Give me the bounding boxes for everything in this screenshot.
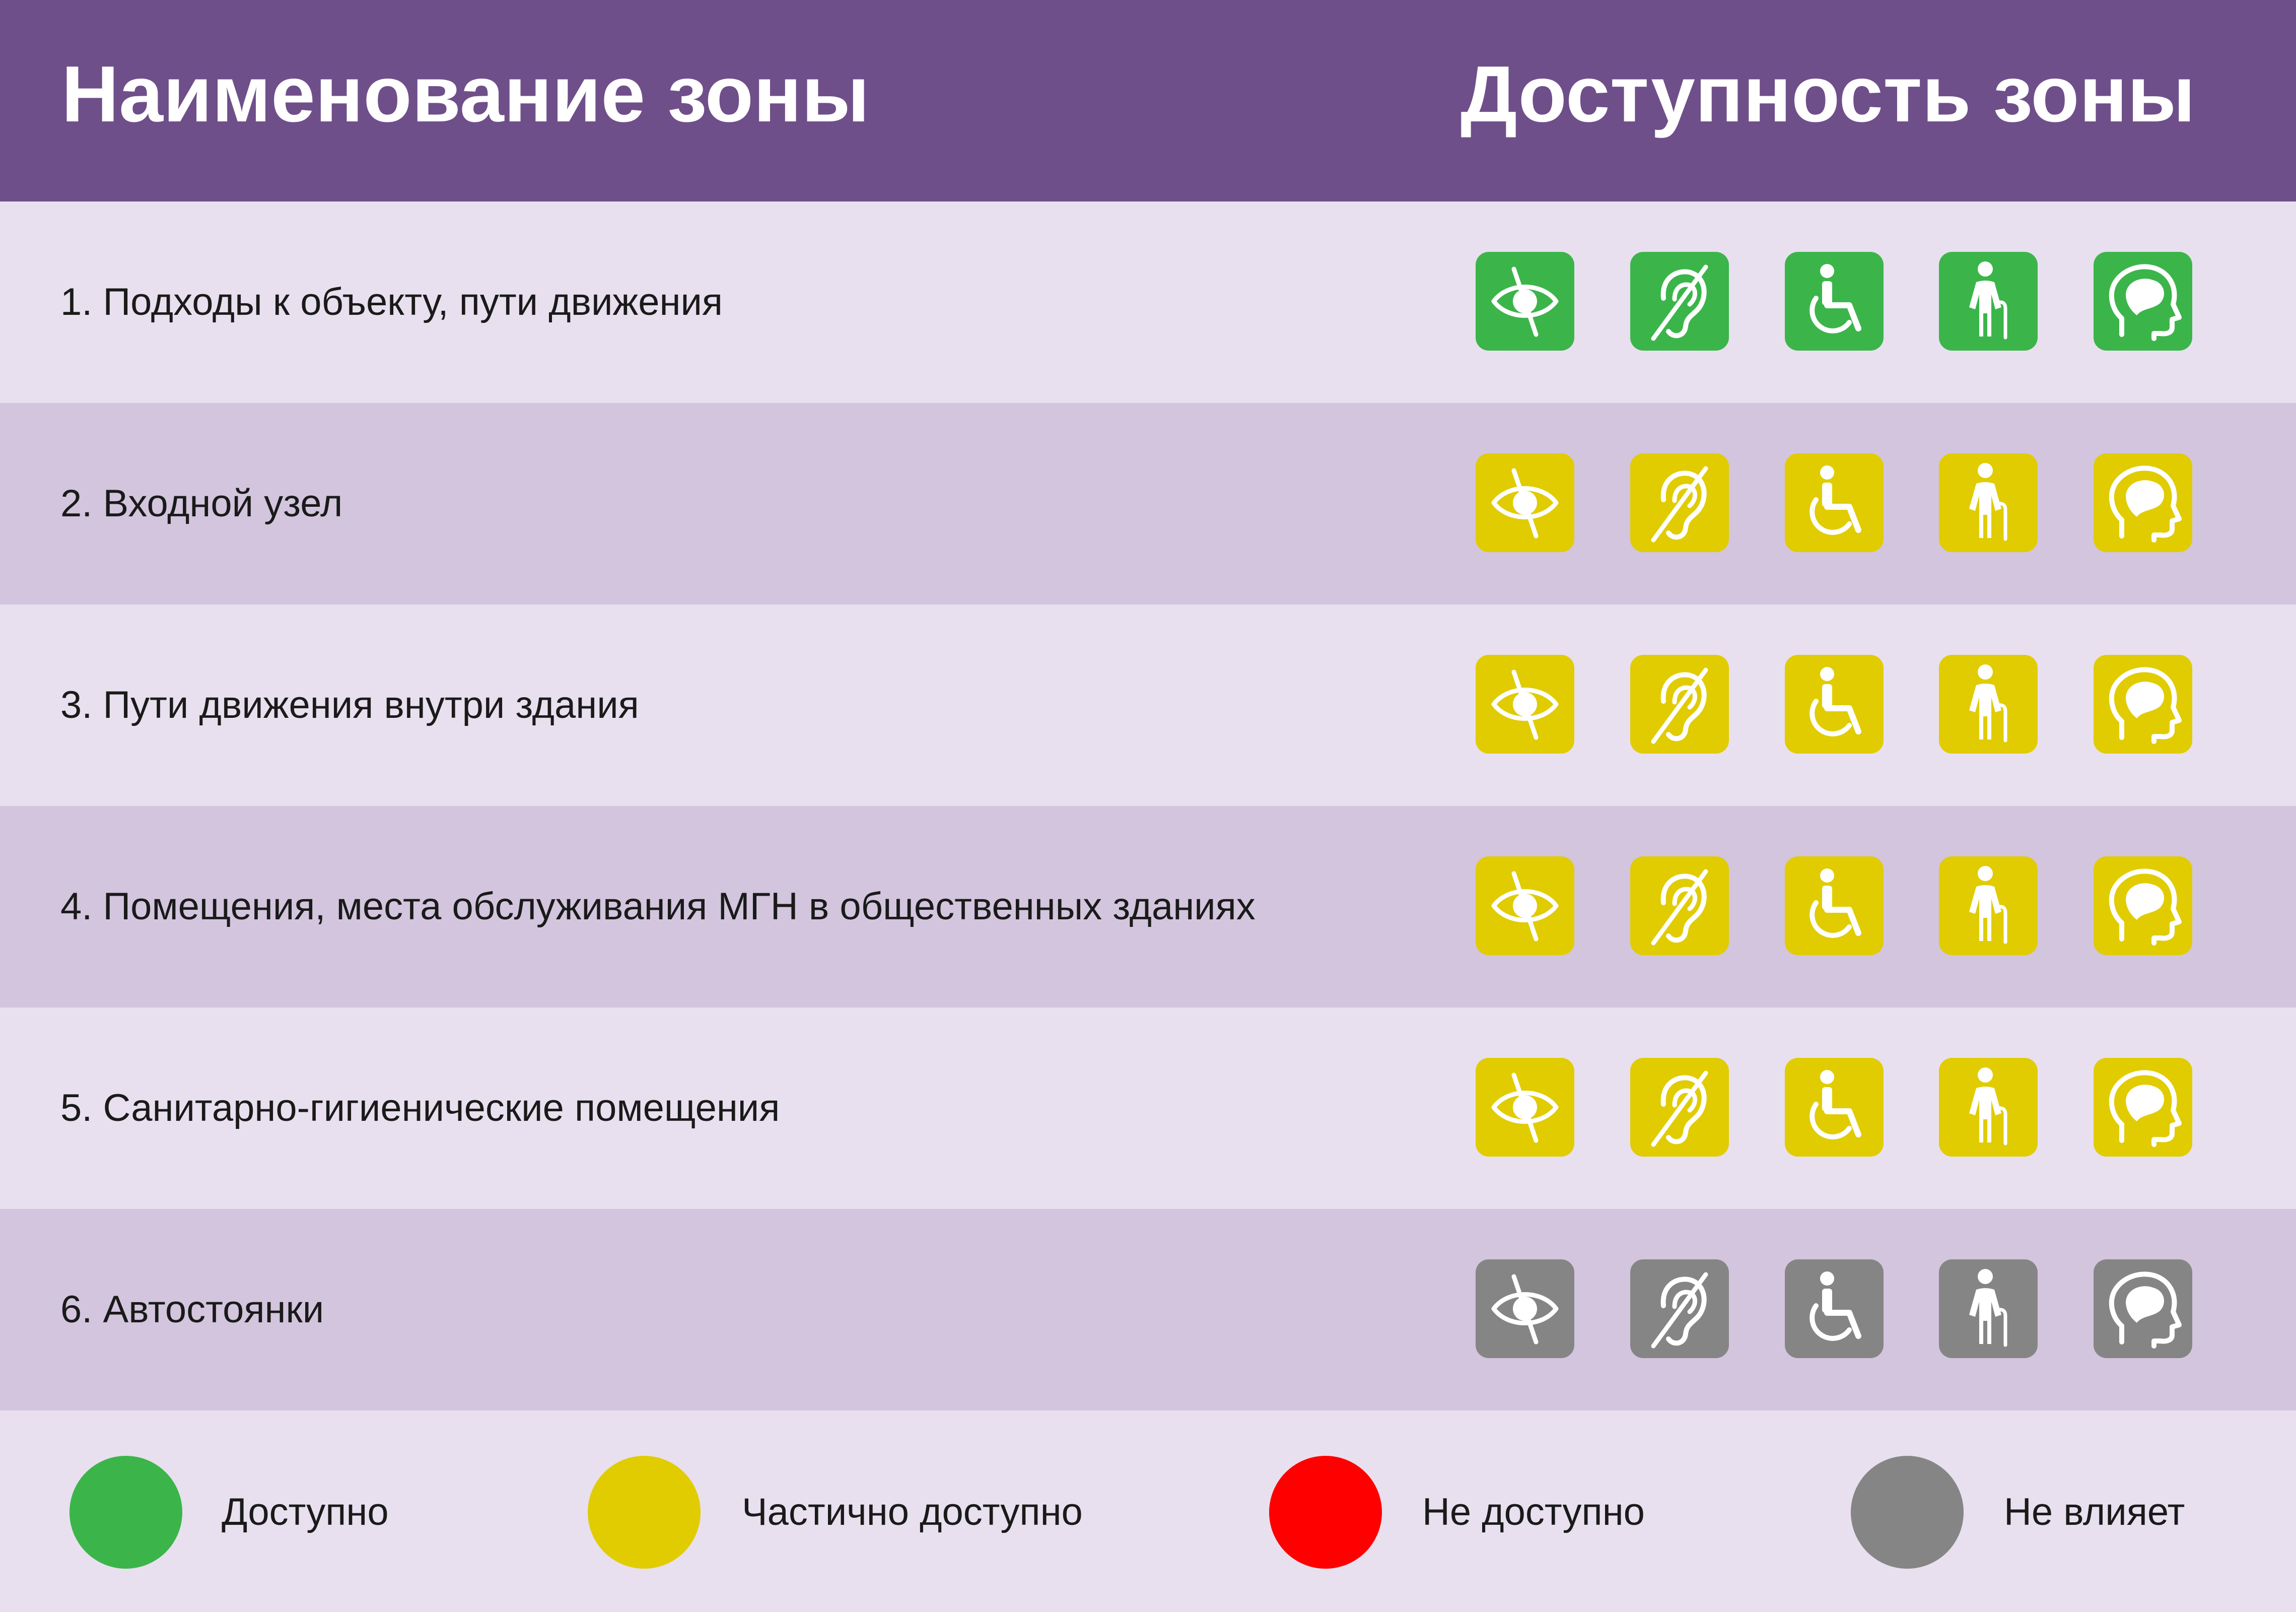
elderly-cane-icon [1939, 1259, 2038, 1358]
zone-label: 4. Помещения, места обслуживания МГН в о… [60, 885, 1256, 928]
zone-label: 6. Автостоянки [60, 1288, 324, 1331]
head-brain-icon [2094, 1259, 2192, 1358]
zone-label: 1. Подходы к объекту, пути движения [60, 281, 723, 323]
eye-crossed-icon [1476, 1259, 1574, 1358]
wheelchair-icon [1785, 655, 1884, 754]
eye-crossed-icon [1476, 1058, 1574, 1157]
elderly-cane-icon [1939, 1058, 2038, 1157]
legend-dot [588, 1456, 701, 1569]
ear-crossed-icon [1630, 1058, 1729, 1157]
legend-label: Не влияет [2004, 1491, 2185, 1533]
zone-name-heading: Наименование зоны [61, 50, 870, 139]
eye-crossed-icon [1476, 655, 1574, 754]
wheelchair-icon [1785, 1058, 1884, 1157]
head-brain-icon [2094, 655, 2192, 754]
legend-label: Не доступно [1422, 1491, 1645, 1533]
head-brain-icon [2094, 856, 2192, 955]
legend-label: Доступно [222, 1491, 389, 1533]
table-header: Наименование зоны Доступность зоны [0, 0, 2296, 202]
wheelchair-icon [1785, 252, 1884, 351]
legend-label: Частично доступно [742, 1491, 1083, 1533]
zone-row: 5. Санитарно-гигиенические помещения [0, 1008, 2296, 1209]
zone-row: 4. Помещения, места обслуживания МГН в о… [0, 806, 2296, 1008]
elderly-cane-icon [1939, 453, 2038, 552]
eye-crossed-icon [1476, 856, 1574, 955]
legend-dot [69, 1456, 182, 1569]
wheelchair-icon [1785, 453, 1884, 552]
ear-crossed-icon [1630, 856, 1729, 955]
elderly-cane-icon [1939, 252, 2038, 351]
zone-row: 6. Автостоянки [0, 1209, 2296, 1410]
legend-dot [1269, 1456, 1382, 1569]
wheelchair-icon [1785, 856, 1884, 955]
eye-crossed-icon [1476, 453, 1574, 552]
head-brain-icon [2094, 1058, 2192, 1157]
elderly-cane-icon [1939, 856, 2038, 955]
eye-crossed-icon [1476, 252, 1574, 351]
legend: Доступно Частично доступно Не доступно Не в… [0, 1410, 2296, 1612]
zone-label: 3. Пути движения внутри здания [60, 684, 639, 726]
ear-crossed-icon [1630, 1259, 1729, 1358]
ear-crossed-icon [1630, 453, 1729, 552]
zone-row: 1. Подходы к объекту, пути движения [0, 202, 2296, 403]
head-brain-icon [2094, 252, 2192, 351]
legend-dot [1851, 1456, 1964, 1569]
elderly-cane-icon [1939, 655, 2038, 754]
zone-availability-heading: Доступность зоны [1460, 50, 2195, 139]
ear-crossed-icon [1630, 655, 1729, 754]
zone-label: 5. Санитарно-гигиенические помещения [60, 1087, 780, 1129]
zone-label: 2. Входной узел [60, 482, 343, 525]
zone-row: 2. Входной узел [0, 403, 2296, 604]
zone-row: 3. Пути движения внутри здания [0, 604, 2296, 806]
head-brain-icon [2094, 453, 2192, 552]
ear-crossed-icon [1630, 252, 1729, 351]
wheelchair-icon [1785, 1259, 1884, 1358]
